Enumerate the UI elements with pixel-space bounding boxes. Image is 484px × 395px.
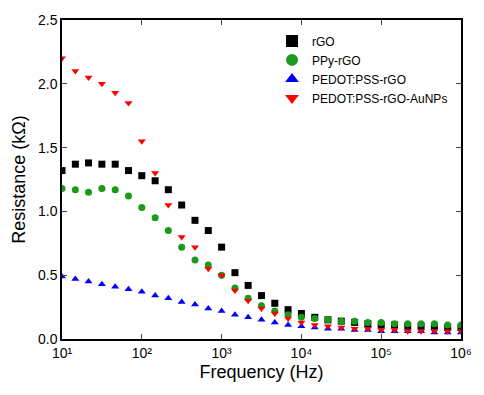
svg-text:PEDOT:PSS-rGO-AuNPs: PEDOT:PSS-rGO-AuNPs — [312, 92, 447, 106]
svg-text:2.0: 2.0 — [38, 76, 58, 92]
svg-text:10⁴: 10⁴ — [291, 345, 313, 361]
svg-text:10³: 10³ — [211, 345, 232, 361]
svg-text:Resistance (kΩ): Resistance (kΩ) — [9, 115, 29, 244]
svg-text:0.0: 0.0 — [38, 331, 58, 347]
svg-text:1.5: 1.5 — [38, 140, 58, 156]
svg-text:PEDOT:PSS-rGO: PEDOT:PSS-rGO — [312, 73, 406, 87]
svg-text:PPy-rGO: PPy-rGO — [312, 54, 361, 68]
svg-text:Frequency (Hz): Frequency (Hz) — [199, 362, 323, 382]
svg-text:10²: 10² — [132, 345, 153, 361]
svg-text:rGO: rGO — [312, 35, 335, 49]
svg-text:10¹: 10¹ — [52, 345, 73, 361]
svg-text:0.5: 0.5 — [38, 267, 58, 283]
svg-text:1.0: 1.0 — [38, 203, 58, 219]
svg-text:10⁶: 10⁶ — [450, 345, 471, 361]
svg-text:2.5: 2.5 — [38, 12, 58, 28]
svg-text:10⁵: 10⁵ — [371, 345, 392, 361]
